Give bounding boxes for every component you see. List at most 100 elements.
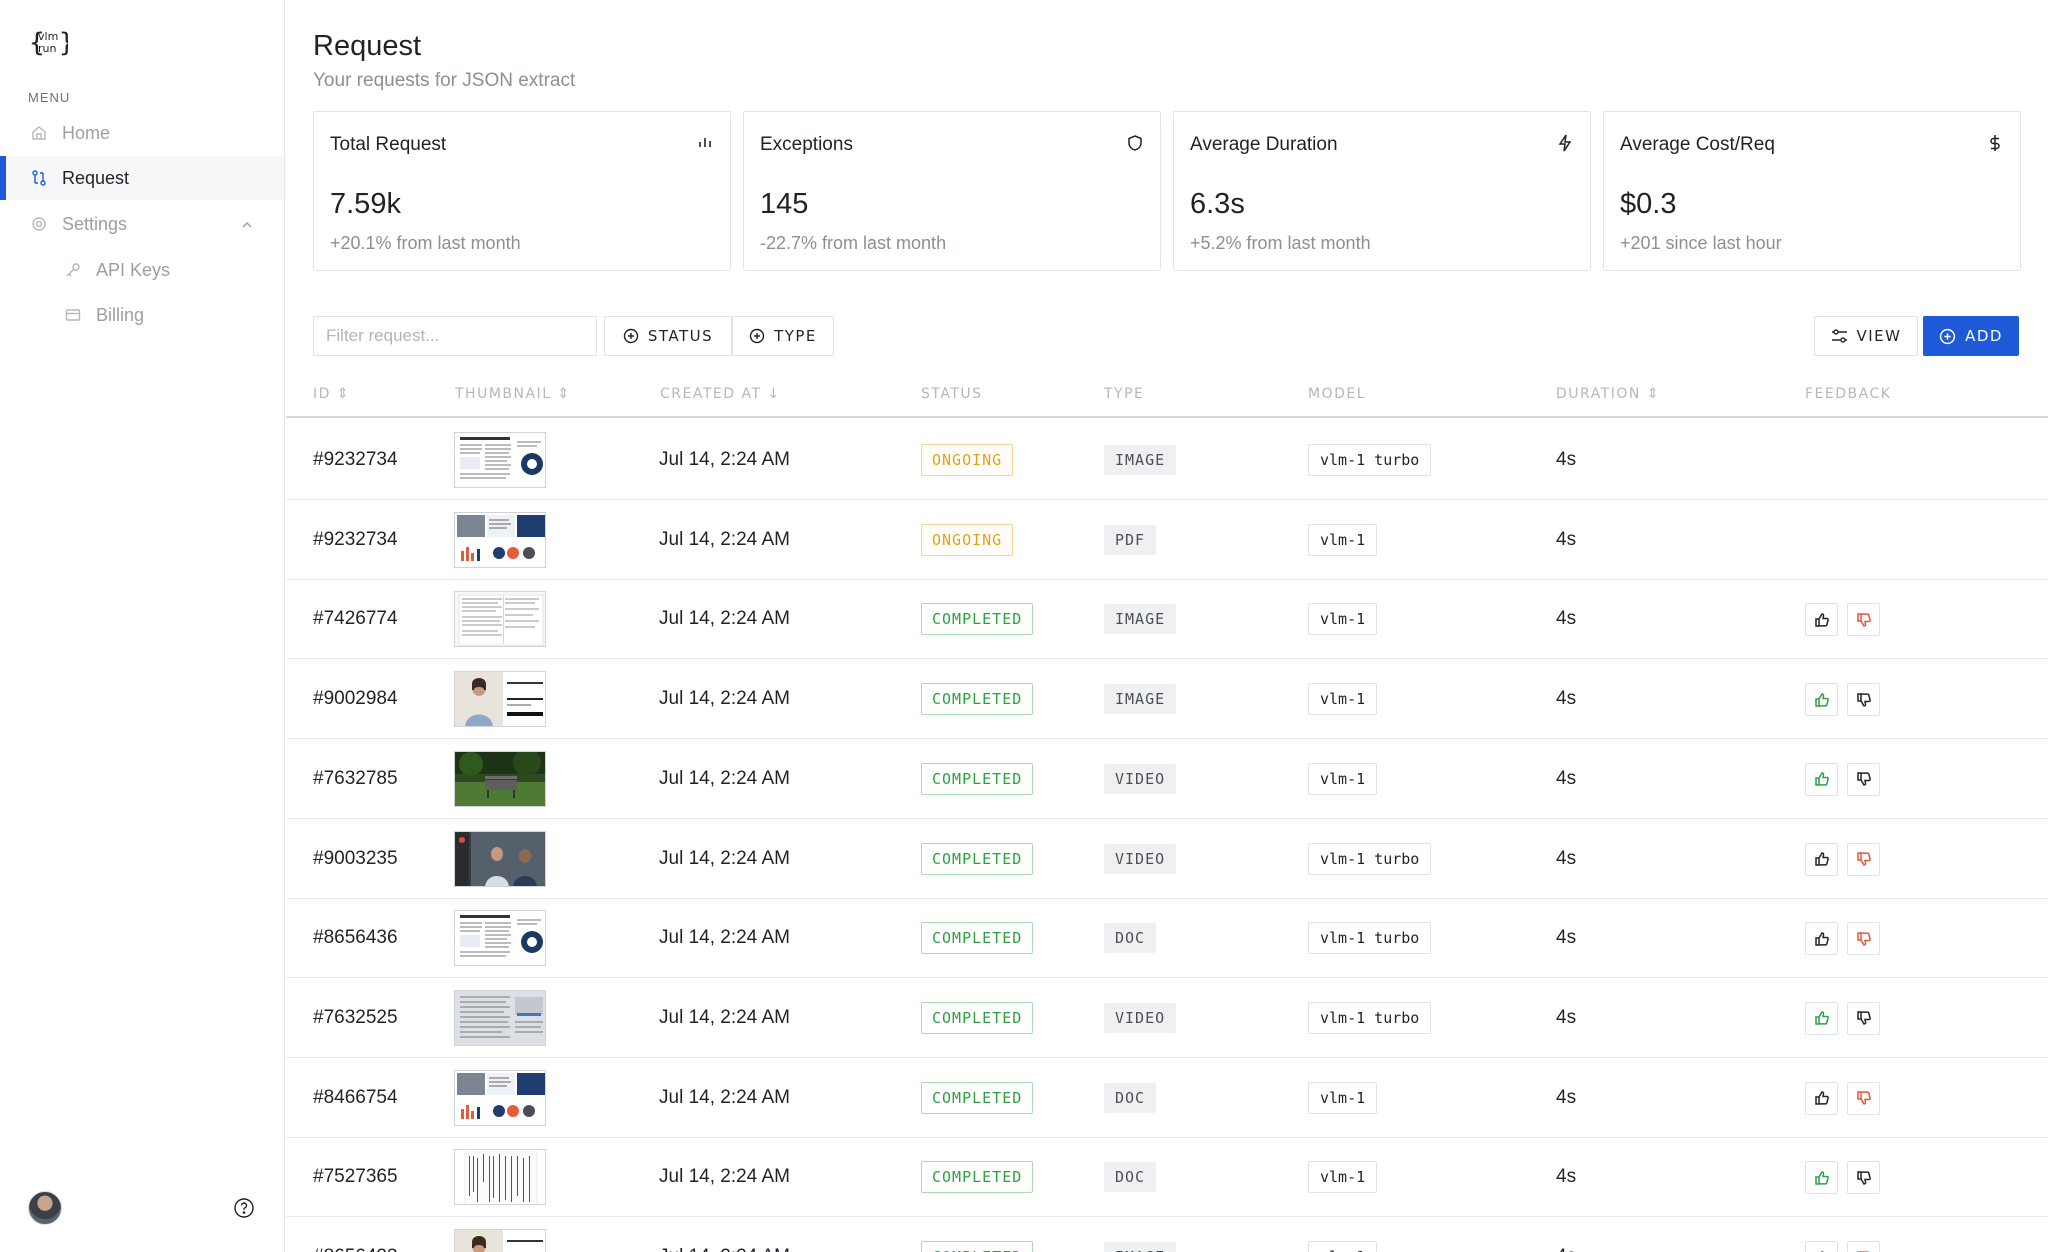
- table-row[interactable]: #9232734 Jul 14, 2:24 AM ONGOING IMAGE v…: [286, 420, 2048, 500]
- thumbnail-image[interactable]: [454, 1149, 546, 1206]
- thumbs-up-button[interactable]: [1805, 1161, 1838, 1195]
- table-row[interactable]: #8466754 Jul 14, 2:24 AM COMPLETED DOC v…: [286, 1058, 2048, 1138]
- help-icon[interactable]: [232, 1196, 256, 1220]
- thumbs-down-button[interactable]: [1847, 1241, 1880, 1252]
- sidebar-item-api-keys[interactable]: API Keys: [0, 248, 284, 292]
- column-header-thumbnail[interactable]: THUMBNAIL ⇕: [455, 386, 571, 402]
- add-button[interactable]: ADD: [1923, 316, 2019, 356]
- table-row[interactable]: #7527365 Jul 14, 2:24 AM COMPLETED DOC v…: [286, 1137, 2048, 1218]
- type-filter-button[interactable]: TYPE: [732, 316, 834, 356]
- stat-value: 6.3s: [1190, 188, 1245, 220]
- sidebar-item-settings[interactable]: Settings: [0, 202, 284, 246]
- thumbs-up-icon: [1814, 1090, 1830, 1106]
- thumbs-down-button[interactable]: [1847, 1081, 1880, 1115]
- request-id[interactable]: #7632525: [313, 1006, 398, 1028]
- thumbs-down-button[interactable]: [1847, 922, 1880, 956]
- request-id[interactable]: #7426774: [313, 608, 398, 630]
- sidebar-item-billing[interactable]: Billing: [0, 293, 284, 337]
- add-button-label: ADD: [1965, 327, 2003, 345]
- filter-request-input[interactable]: [313, 316, 597, 356]
- sidebar-item-home[interactable]: Home: [0, 111, 284, 155]
- request-id[interactable]: #7632785: [313, 767, 398, 789]
- thumbs-up-button[interactable]: [1805, 1241, 1838, 1252]
- page-title: Request: [313, 30, 422, 62]
- model-badge: vlm-1: [1308, 762, 1378, 795]
- thumbnail-image[interactable]: [454, 750, 546, 807]
- request-id[interactable]: #8656423: [313, 1217, 398, 1252]
- shield-icon: [1126, 134, 1144, 152]
- request-id[interactable]: #7527365: [313, 1166, 398, 1188]
- model-cell: vlm-1: [1308, 739, 1378, 819]
- request-id[interactable]: #9002984: [313, 688, 398, 710]
- view-button-label: VIEW: [1856, 327, 1902, 345]
- status-badge: ONGOING: [921, 444, 1014, 476]
- stat-value: 145: [760, 188, 809, 220]
- vlm-run-logo[interactable]: { } vlm run: [28, 26, 75, 60]
- status-filter-button[interactable]: STATUS: [604, 316, 732, 356]
- request-id[interactable]: #9232734: [313, 528, 398, 550]
- sidebar-item-request[interactable]: Request: [0, 156, 284, 200]
- chevron-up-icon[interactable]: [240, 216, 254, 237]
- thumbnail-image[interactable]: [454, 989, 546, 1046]
- column-header-duration[interactable]: DURATION ⇕: [1556, 386, 1661, 402]
- duration: 4s: [1556, 847, 1577, 869]
- thumbs-up-button[interactable]: [1805, 603, 1838, 637]
- created-at: Jul 14, 2:24 AM: [659, 688, 790, 710]
- type-cell: IMAGE: [1104, 420, 1177, 500]
- created-at: Jul 14, 2:24 AM: [659, 927, 790, 949]
- thumbs-down-button[interactable]: [1847, 683, 1880, 717]
- table-row[interactable]: #7426774 Jul 14, 2:24 AM COMPLETED IMAGE…: [286, 579, 2048, 660]
- table-row[interactable]: #9232734 Jul 14, 2:24 AM ONGOING PDF vlm…: [286, 500, 2048, 580]
- thumbs-down-button[interactable]: [1847, 1001, 1880, 1035]
- request-id[interactable]: #9232734: [313, 449, 398, 470]
- thumbnail-image[interactable]: [454, 511, 546, 568]
- model-badge: vlm-1: [1308, 1241, 1378, 1252]
- type-badge: VIDEO: [1104, 843, 1177, 874]
- view-button[interactable]: VIEW: [1814, 316, 1918, 356]
- table-row[interactable]: #8656436 Jul 14, 2:24 AM COMPLETED DOC v…: [286, 898, 2048, 979]
- table-row[interactable]: #8656423 Jul 14, 2:24 AM COMPLETED IMAGE…: [286, 1217, 2048, 1252]
- request-id[interactable]: #9003235: [313, 847, 398, 869]
- thumbs-down-button[interactable]: [1847, 1161, 1880, 1195]
- type-cell: IMAGE: [1104, 659, 1177, 739]
- column-header-id[interactable]: ID ⇕: [313, 386, 351, 402]
- table-row[interactable]: #9003235 Jul 14, 2:24 AM COMPLETED VIDEO…: [286, 819, 2048, 899]
- stat-change: +5.2% from last month: [1190, 233, 1371, 253]
- thumbs-up-icon: [1814, 692, 1830, 708]
- status-cell: COMPLETED: [921, 1058, 1034, 1138]
- thumbs-up-icon: [1814, 612, 1830, 628]
- thumbnail-image[interactable]: [454, 432, 546, 488]
- thumbs-up-button[interactable]: [1805, 1001, 1838, 1035]
- thumbnail-image[interactable]: [454, 1229, 546, 1252]
- table-row[interactable]: #7632525 Jul 14, 2:24 AM COMPLETED VIDEO…: [286, 978, 2048, 1058]
- column-header-status: STATUS: [921, 386, 983, 402]
- thumbs-down-button[interactable]: [1847, 842, 1880, 876]
- thumbs-down-button[interactable]: [1847, 762, 1880, 796]
- stat-title: Exceptions: [760, 134, 853, 155]
- status-cell: COMPLETED: [921, 659, 1034, 739]
- thumbs-up-button[interactable]: [1805, 1081, 1838, 1115]
- thumbnail-image[interactable]: [454, 1069, 546, 1126]
- thumbnail-image[interactable]: [454, 591, 546, 648]
- table-row[interactable]: #7632785 Jul 14, 2:24 AM COMPLETED VIDEO…: [286, 739, 2048, 819]
- thumbnail-image[interactable]: [454, 830, 546, 887]
- model-badge: vlm-1: [1308, 1161, 1378, 1194]
- avatar[interactable]: [28, 1191, 62, 1225]
- thumbs-up-button[interactable]: [1805, 683, 1838, 717]
- thumbs-down-icon: [1856, 771, 1872, 787]
- column-header-created-at[interactable]: CREATED AT ↓: [660, 386, 781, 402]
- thumbs-up-button[interactable]: [1805, 842, 1838, 876]
- request-id[interactable]: #8466754: [313, 1086, 398, 1108]
- model-cell: vlm-1 turbo: [1308, 420, 1432, 500]
- created-at: Jul 14, 2:24 AM: [659, 1006, 790, 1028]
- model-badge: vlm-1: [1308, 523, 1378, 556]
- thumbnail-image[interactable]: [454, 671, 546, 728]
- request-id[interactable]: #8656436: [313, 927, 398, 949]
- table-row[interactable]: #9002984 Jul 14, 2:24 AM COMPLETED IMAGE…: [286, 659, 2048, 740]
- model-badge: vlm-1: [1308, 1081, 1378, 1114]
- sidebar-item-label: API Keys: [96, 259, 171, 280]
- thumbs-up-button[interactable]: [1805, 922, 1838, 956]
- thumbs-down-button[interactable]: [1847, 603, 1880, 637]
- thumbnail-image[interactable]: [454, 910, 546, 967]
- thumbs-up-button[interactable]: [1805, 762, 1838, 796]
